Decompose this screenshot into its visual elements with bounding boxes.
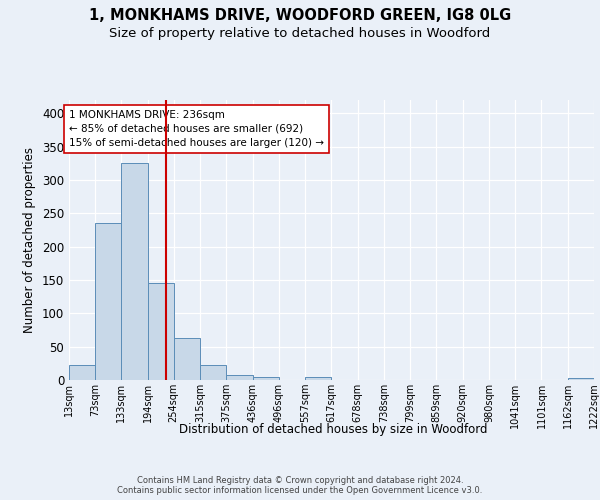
Bar — [121, 164, 148, 380]
Text: 1 MONKHAMS DRIVE: 236sqm
← 85% of detached houses are smaller (692)
15% of semi-: 1 MONKHAMS DRIVE: 236sqm ← 85% of detach… — [69, 110, 324, 148]
Bar — [173, 338, 200, 380]
Bar — [253, 376, 279, 380]
Bar — [226, 376, 253, 380]
Text: 1, MONKHAMS DRIVE, WOODFORD GREEN, IG8 0LG: 1, MONKHAMS DRIVE, WOODFORD GREEN, IG8 0… — [89, 8, 511, 22]
Text: Size of property relative to detached houses in Woodford: Size of property relative to detached ho… — [109, 28, 491, 40]
Bar — [305, 378, 331, 380]
Bar — [148, 284, 173, 380]
Bar — [568, 378, 594, 380]
Text: Contains HM Land Registry data © Crown copyright and database right 2024.
Contai: Contains HM Land Registry data © Crown c… — [118, 476, 482, 495]
Y-axis label: Number of detached properties: Number of detached properties — [23, 147, 37, 333]
Bar — [69, 366, 95, 380]
Bar — [95, 224, 121, 380]
Bar — [200, 366, 226, 380]
Text: Distribution of detached houses by size in Woodford: Distribution of detached houses by size … — [179, 422, 487, 436]
